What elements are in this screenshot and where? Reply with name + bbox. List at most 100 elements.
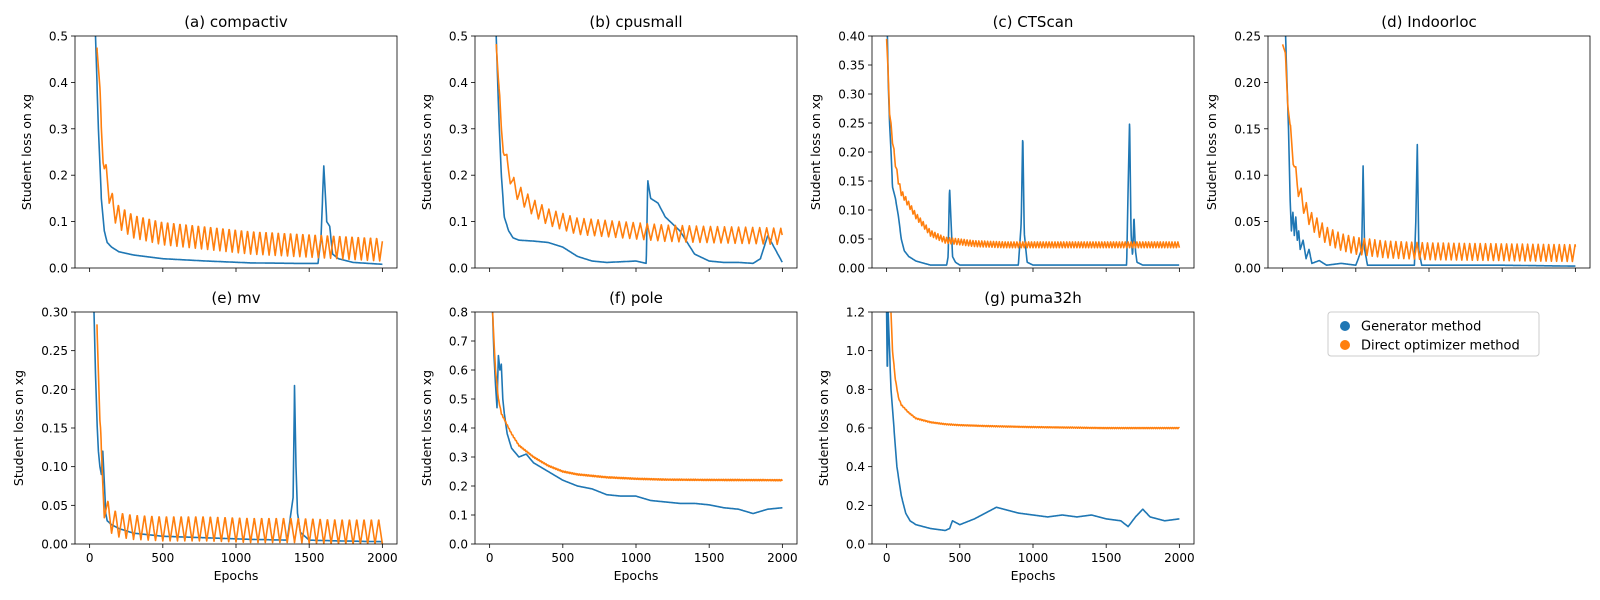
y-tick-label: 0.0	[449, 538, 468, 552]
y-axis-label: Student loss on xg	[419, 370, 434, 486]
y-tick-label: 0.15	[1234, 122, 1261, 136]
series-line-direct-optimizer	[96, 324, 384, 544]
y-tick-label: 0.7	[449, 335, 468, 349]
y-axis-label: Student loss on xg	[11, 370, 26, 486]
series-line-direct-optimizer	[885, 38, 1181, 249]
y-tick-label: 0.25	[1234, 30, 1261, 44]
x-tick-label: 0	[86, 551, 94, 565]
y-tick-label: 0.5	[449, 393, 468, 407]
y-tick-label: 0.10	[41, 460, 68, 474]
y-tick-label: 0.3	[449, 122, 468, 136]
y-tick-label: 0.1	[49, 215, 68, 229]
y-tick-label: 0.2	[449, 169, 468, 183]
y-tick-label: 0.8	[846, 383, 865, 397]
y-tick-label: 0.40	[838, 30, 865, 44]
x-tick-label: 0	[486, 551, 494, 565]
legend: Generator method Direct optimizer method	[1327, 311, 1540, 357]
x-axis-label: Epochs	[214, 568, 259, 583]
x-tick-label: 500	[948, 551, 971, 565]
series-line-direct-optimizer	[1281, 44, 1577, 263]
series-line-direct-optimizer	[890, 312, 1180, 430]
series-line-direct-optimizer	[495, 44, 783, 246]
subplot-title: (g) puma32h	[984, 289, 1081, 307]
y-axis-label: Student loss on xg	[808, 94, 823, 210]
series-line-generator	[495, 36, 783, 265]
series-group	[495, 36, 783, 265]
y-tick-label: 0.6	[846, 422, 865, 436]
y-tick-label: 0.4	[846, 460, 865, 474]
y-axis-label: Student loss on xg	[816, 370, 831, 486]
x-tick-label: 500	[151, 551, 174, 565]
y-tick-label: 0.25	[838, 117, 865, 131]
subplot-title: (a) compactiv	[184, 13, 288, 31]
x-tick-label: 1000	[621, 551, 652, 565]
y-tick-label: 0.30	[838, 88, 865, 102]
series-group	[885, 312, 1180, 532]
subplot-ctscan: (c) CTScan 0.00 0.05 0.10 0.15 0.20 0.25 0.30 0.…	[808, 13, 1195, 276]
plot-frame	[74, 311, 398, 545]
subplot-title: (f) pole	[609, 289, 663, 307]
legend-box	[1327, 311, 1540, 357]
y-tick-label: 0.6	[449, 364, 468, 378]
subplot-title: (b) cpusmall	[589, 13, 682, 31]
y-tick-label: 0.20	[41, 383, 68, 397]
series-line-generator	[93, 312, 383, 543]
series-line-direct-optimizer	[491, 312, 784, 482]
legend-marker	[1340, 340, 1350, 350]
y-tick-label: 0.20	[838, 146, 865, 160]
x-axis-label: Epochs	[614, 568, 659, 583]
series-line-generator	[491, 312, 783, 515]
y-tick-label: 0.8	[449, 306, 468, 320]
subplot-mv: (e) mv 0.00 0.05 0.10 0.15 0.20 0.25 0.30 0 500 10…	[11, 289, 398, 583]
y-tick-label: 0.15	[838, 175, 865, 189]
y-tick-label: 0.4	[449, 422, 468, 436]
y-tick-label: 0.1	[449, 215, 468, 229]
y-tick-label: 0.3	[449, 451, 468, 465]
x-tick-label: 500	[551, 551, 574, 565]
subplot-pole: (f) pole 0.0 0.1 0.2 0.3 0.4 0.5 0.6 0.7 0.8 0 500 1…	[419, 289, 798, 583]
series-group	[1281, 36, 1577, 267]
series-line-generator	[94, 36, 383, 266]
y-tick-label: 0.3	[49, 122, 68, 136]
series-group	[94, 36, 384, 266]
legend-entry-label: Direct optimizer method	[1361, 339, 1520, 354]
y-tick-label: 0.2	[846, 499, 865, 513]
y-tick-label: 0.00	[1234, 262, 1261, 276]
y-tick-label: 0.30	[41, 306, 68, 320]
y-tick-label: 0.00	[838, 262, 865, 276]
plot-frame	[1267, 35, 1591, 269]
plot-frame	[474, 311, 798, 545]
series-line-generator	[1284, 36, 1576, 267]
legend-marker	[1340, 321, 1350, 331]
subplot-indoorloc: (d) Indoorloc 0.00 0.05 0.10 0.15 0.20 0.25 Stu…	[1204, 13, 1591, 276]
y-tick-label: 0.15	[41, 422, 68, 436]
series-line-generator	[885, 312, 1180, 532]
y-tick-label: 0.4	[49, 76, 68, 90]
y-axis-label: Student loss on xg	[1204, 94, 1219, 210]
subplot-puma32h: (g) puma32h 0.0 0.2 0.4 0.6 0.8 1.0 1.2 0 500 1000…	[816, 289, 1195, 583]
y-tick-label: 0.05	[1234, 215, 1261, 229]
series-line-direct-optimizer	[96, 47, 384, 262]
y-tick-label: 0.0	[49, 262, 68, 276]
y-tick-label: 0.5	[49, 30, 68, 44]
subplot-title: (d) Indoorloc	[1381, 13, 1477, 31]
x-tick-label: 1500	[294, 551, 325, 565]
y-tick-label: 0.10	[838, 204, 865, 218]
x-tick-label: 1500	[694, 551, 725, 565]
y-tick-label: 0.5	[449, 30, 468, 44]
y-tick-label: 1.2	[846, 306, 865, 320]
plot-frame	[871, 35, 1195, 269]
subplot-cpusmall: (b) cpusmall 0.0 0.1 0.2 0.3 0.4 0.5 Student lo…	[419, 13, 798, 276]
series-group	[93, 312, 384, 544]
y-axis-label: Student loss on xg	[19, 94, 34, 210]
x-tick-label: 0	[883, 551, 891, 565]
y-tick-label: 1.0	[846, 344, 865, 358]
x-tick-label: 2000	[1164, 551, 1195, 565]
plot-frame	[871, 311, 1195, 545]
series-group	[885, 36, 1181, 266]
y-tick-label: 0.25	[41, 344, 68, 358]
y-tick-label: 0.20	[1234, 76, 1261, 90]
y-tick-label: 0.05	[838, 233, 865, 247]
y-axis-label: Student loss on xg	[419, 94, 434, 210]
